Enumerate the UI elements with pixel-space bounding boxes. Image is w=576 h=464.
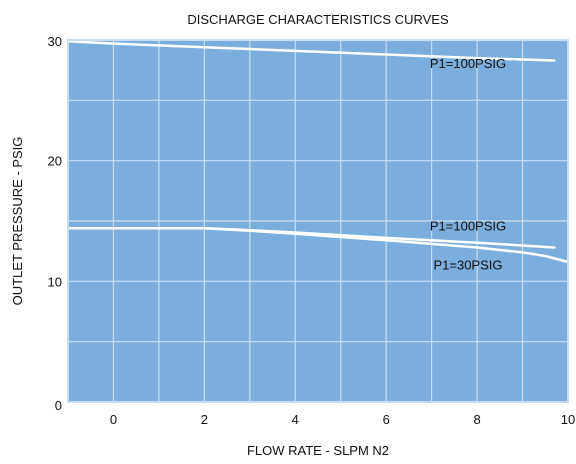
x-tick-label: 10 [561, 412, 575, 427]
y-axis-ticks: 0 10 20 30 [48, 34, 62, 413]
x-tick-label: 4 [292, 412, 299, 427]
y-axis-label: OUTLET PRESSURE - PSIG [10, 137, 25, 306]
chart-title: DISCHARGE CHARACTERISTICS CURVES [187, 12, 449, 27]
x-axis-ticks: 0 2 4 6 8 10 [110, 412, 575, 427]
curve-label: P1=100PSIG [430, 56, 506, 71]
x-tick-label: 0 [110, 412, 117, 427]
curve-label: P1=30PSIG [433, 257, 502, 272]
x-tick-label: 2 [201, 412, 208, 427]
x-tick-label: 6 [383, 412, 390, 427]
series-layer [66, 39, 570, 264]
series-line-1 [66, 39, 556, 62]
x-axis-label: FLOW RATE - SLPM N2 [247, 443, 389, 458]
annotations: P1=100PSIG P1=100PSIG P1=30PSIG [430, 56, 506, 273]
y-tick-label: 0 [55, 398, 62, 413]
series-line-3 [66, 226, 570, 264]
x-tick-label: 8 [473, 412, 480, 427]
grid-lines [68, 40, 568, 402]
plot-border [67, 39, 569, 403]
y-tick-label: 30 [48, 34, 62, 49]
y-tick-label: 20 [48, 154, 62, 169]
curve-label: P1=100PSIG [430, 219, 506, 234]
y-tick-label: 10 [48, 274, 62, 289]
